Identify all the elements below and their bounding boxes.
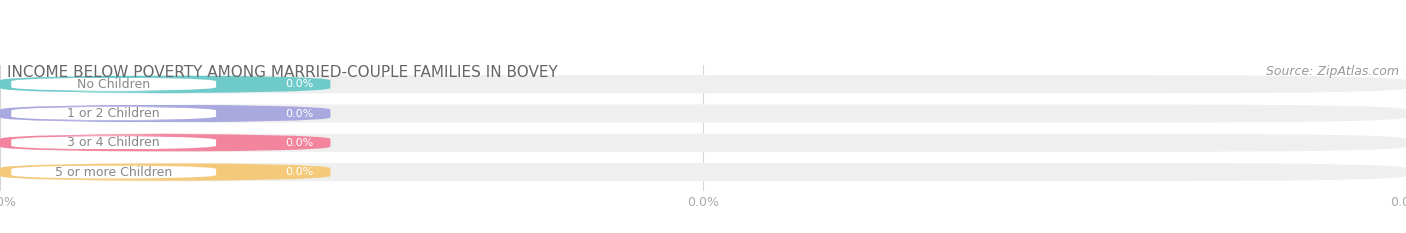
Text: Source: ZipAtlas.com: Source: ZipAtlas.com [1265, 65, 1399, 78]
Text: 0.0%: 0.0% [285, 79, 314, 89]
FancyBboxPatch shape [0, 134, 1406, 152]
Text: No Children: No Children [77, 78, 150, 91]
Text: 0.0%: 0.0% [285, 109, 314, 119]
FancyBboxPatch shape [11, 136, 217, 150]
FancyBboxPatch shape [0, 75, 1406, 93]
FancyBboxPatch shape [11, 77, 217, 91]
Text: 3 or 4 Children: 3 or 4 Children [67, 136, 160, 149]
Text: 0.0%: 0.0% [285, 138, 314, 148]
FancyBboxPatch shape [11, 165, 217, 179]
FancyBboxPatch shape [0, 163, 330, 181]
Text: INCOME BELOW POVERTY AMONG MARRIED-COUPLE FAMILIES IN BOVEY: INCOME BELOW POVERTY AMONG MARRIED-COUPL… [7, 65, 558, 80]
FancyBboxPatch shape [0, 104, 330, 123]
FancyBboxPatch shape [0, 134, 330, 152]
Text: 0.0%: 0.0% [285, 167, 314, 177]
FancyBboxPatch shape [11, 106, 217, 121]
Text: 1 or 2 Children: 1 or 2 Children [67, 107, 160, 120]
FancyBboxPatch shape [0, 163, 1406, 181]
Text: 5 or more Children: 5 or more Children [55, 165, 173, 178]
FancyBboxPatch shape [0, 104, 1406, 123]
FancyBboxPatch shape [0, 75, 330, 93]
